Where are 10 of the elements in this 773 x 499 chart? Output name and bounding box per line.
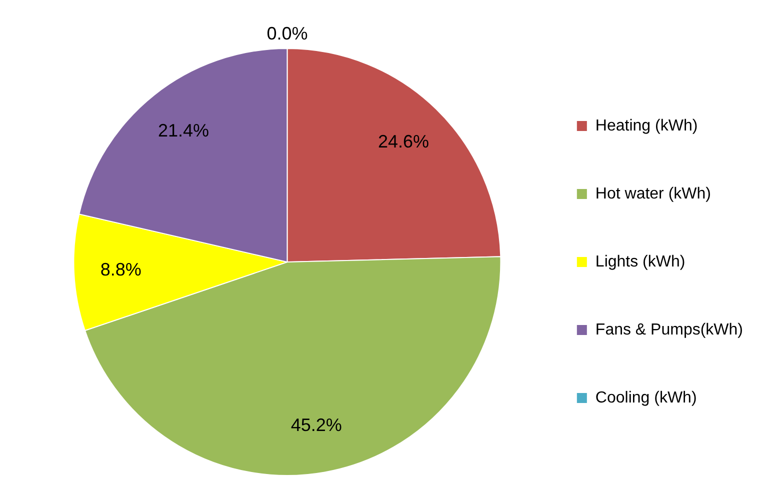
legend-label: Lights (kWh) [595,253,686,270]
data-label: 8.8% [100,259,142,280]
legend-label: Cooling (kWh) [595,389,697,406]
text: 0.0% [266,23,308,44]
data-label: 24.6% [378,132,429,152]
legend-label: Heating (kWh) [595,117,698,134]
data-label: 45.2% [290,414,342,435]
data-label: 21.4% [158,120,210,141]
legend-label: Fans & Pumps(kWh) [595,321,744,338]
legend-label: Hot water (kWh) [595,185,711,202]
